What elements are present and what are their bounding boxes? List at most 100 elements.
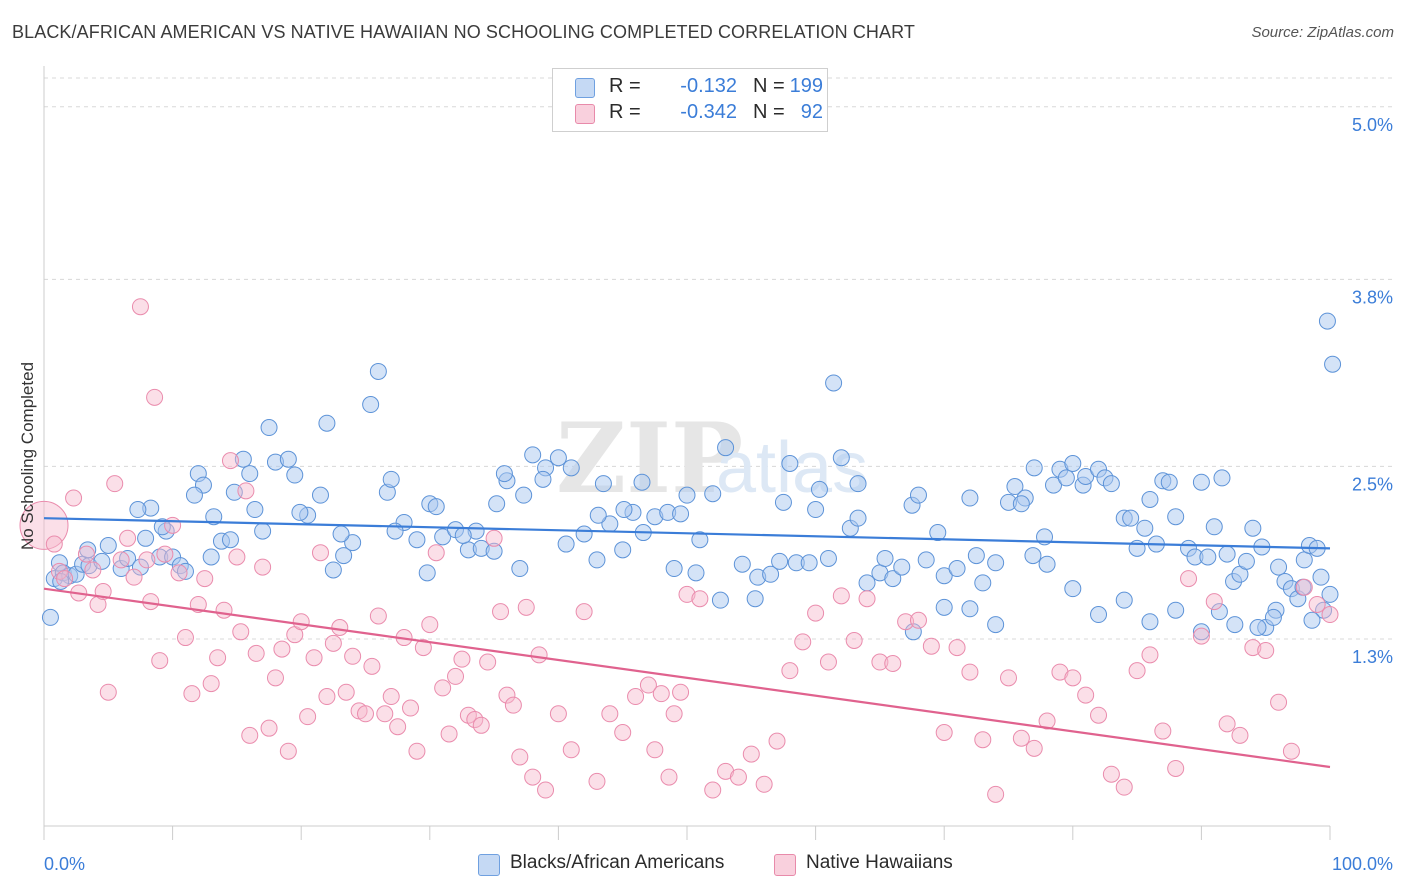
data-point-blacks <box>408 531 426 549</box>
data-point-blacks <box>131 558 149 576</box>
data-point-blacks <box>1012 495 1030 513</box>
data-point-hawaiians <box>151 652 169 670</box>
data-point-blacks <box>1249 618 1267 636</box>
data-point-hawaiians <box>807 604 825 622</box>
data-point-blacks <box>1237 552 1255 570</box>
data-point-hawaiians <box>974 731 992 749</box>
data-point-hawaiians <box>414 639 432 657</box>
data-point-hawaiians <box>99 683 117 701</box>
data-point-hawaiians <box>1000 669 1017 687</box>
data-point-hawaiians <box>260 719 278 737</box>
data-point-hawaiians <box>678 585 696 603</box>
data-point-blacks <box>884 570 902 588</box>
data-point-hawaiians <box>138 551 156 569</box>
data-point-hawaiians <box>228 548 246 566</box>
data-point-hawaiians <box>279 742 297 760</box>
data-point-hawaiians <box>337 683 355 701</box>
data-point-hawaiians <box>832 587 850 605</box>
trend-line-hawaiians <box>43 587 1331 769</box>
data-point-hawaiians <box>247 644 265 662</box>
trend-line-blacks <box>43 517 1331 550</box>
legend-n-value: 92 <box>800 101 823 123</box>
data-point-blacks <box>202 548 220 566</box>
data-point-hawaiians <box>1077 686 1095 704</box>
data-point-hawaiians <box>237 482 255 500</box>
data-point-hawaiians <box>56 570 74 588</box>
data-point-hawaiians <box>331 618 349 636</box>
data-point-blacks <box>434 528 452 546</box>
data-point-hawaiians <box>858 590 876 608</box>
data-point-blacks <box>1324 355 1342 373</box>
data-point-blacks <box>1218 545 1236 563</box>
data-point-blacks <box>524 446 542 464</box>
data-point-hawaiians <box>871 653 889 671</box>
data-point-blacks <box>234 450 252 468</box>
data-point-hawaiians <box>742 745 760 763</box>
data-point-hawaiians <box>530 646 548 664</box>
data-point-blacks <box>557 535 575 553</box>
data-point-blacks <box>562 459 580 477</box>
data-point-blacks <box>254 522 272 540</box>
data-point-hawaiians <box>241 726 259 744</box>
data-point-blacks <box>893 558 911 576</box>
data-point-blacks <box>733 555 751 573</box>
data-point-hawaiians <box>440 725 458 743</box>
data-point-hawaiians <box>652 685 670 703</box>
data-point-blacks <box>807 501 825 519</box>
data-point-hawaiians <box>1282 742 1300 760</box>
data-point-hawaiians <box>472 716 490 734</box>
legend-r-label: R = <box>609 101 641 123</box>
data-point-blacks <box>929 524 947 542</box>
data-point-hawaiians <box>156 545 174 563</box>
data-point-hawaiians <box>1141 646 1159 664</box>
data-point-hawaiians <box>1128 662 1146 680</box>
legend-swatch-pink <box>575 104 595 124</box>
data-point-hawaiians <box>146 388 164 406</box>
data-point-hawaiians <box>344 647 362 665</box>
series-blacks-points <box>41 312 1342 641</box>
data-point-hawaiians <box>357 705 374 723</box>
data-point-blacks <box>800 554 818 572</box>
data-point-hawaiians <box>305 649 323 667</box>
data-point-hawaiians <box>1090 706 1108 724</box>
data-point-blacks <box>691 531 709 549</box>
data-point-hawaiians <box>1115 778 1133 796</box>
y-tick-label: 1.3% <box>1352 647 1393 667</box>
legend-label-hawaiians: Native Hawaiians <box>806 852 953 873</box>
data-point-blacks <box>665 560 683 578</box>
data-point-blacks <box>1141 613 1159 631</box>
data-point-hawaiians <box>1064 669 1082 687</box>
data-point-blacks <box>1160 473 1178 491</box>
x-tick-label: 0.0% <box>44 854 85 874</box>
legend-label-blacks: Blacks/African Americans <box>510 852 725 873</box>
data-point-blacks <box>987 616 1005 634</box>
data-point-hawaiians <box>691 590 709 608</box>
data-point-blacks <box>935 598 953 616</box>
data-point-hawaiians <box>363 657 381 675</box>
data-point-hawaiians <box>537 781 555 799</box>
data-point-hawaiians <box>131 298 149 316</box>
data-point-blacks <box>344 534 362 552</box>
data-point-blacks <box>279 450 297 468</box>
data-point-hawaiians <box>1257 642 1275 660</box>
data-point-hawaiians <box>389 718 407 736</box>
legend-r-value: -0.132 <box>680 75 737 97</box>
data-point-hawaiians <box>819 653 837 671</box>
data-point-blacks <box>594 475 612 493</box>
data-point-blacks <box>369 362 387 380</box>
data-point-blacks <box>418 564 436 582</box>
data-point-hawaiians <box>479 653 497 671</box>
data-point-blacks <box>1264 608 1282 626</box>
data-point-blacks <box>1025 459 1043 477</box>
data-point-blacks <box>1192 473 1210 491</box>
data-point-blacks <box>1057 469 1075 487</box>
data-point-blacks <box>488 495 506 513</box>
data-point-blacks <box>849 475 867 493</box>
data-point-hawaiians <box>376 705 394 723</box>
data-point-hawaiians <box>884 654 902 672</box>
legend-n-label: N = <box>753 75 785 97</box>
data-point-blacks <box>1295 551 1313 569</box>
data-point-blacks <box>129 501 147 519</box>
data-point-blacks <box>221 531 239 549</box>
data-point-blacks <box>1064 455 1082 473</box>
